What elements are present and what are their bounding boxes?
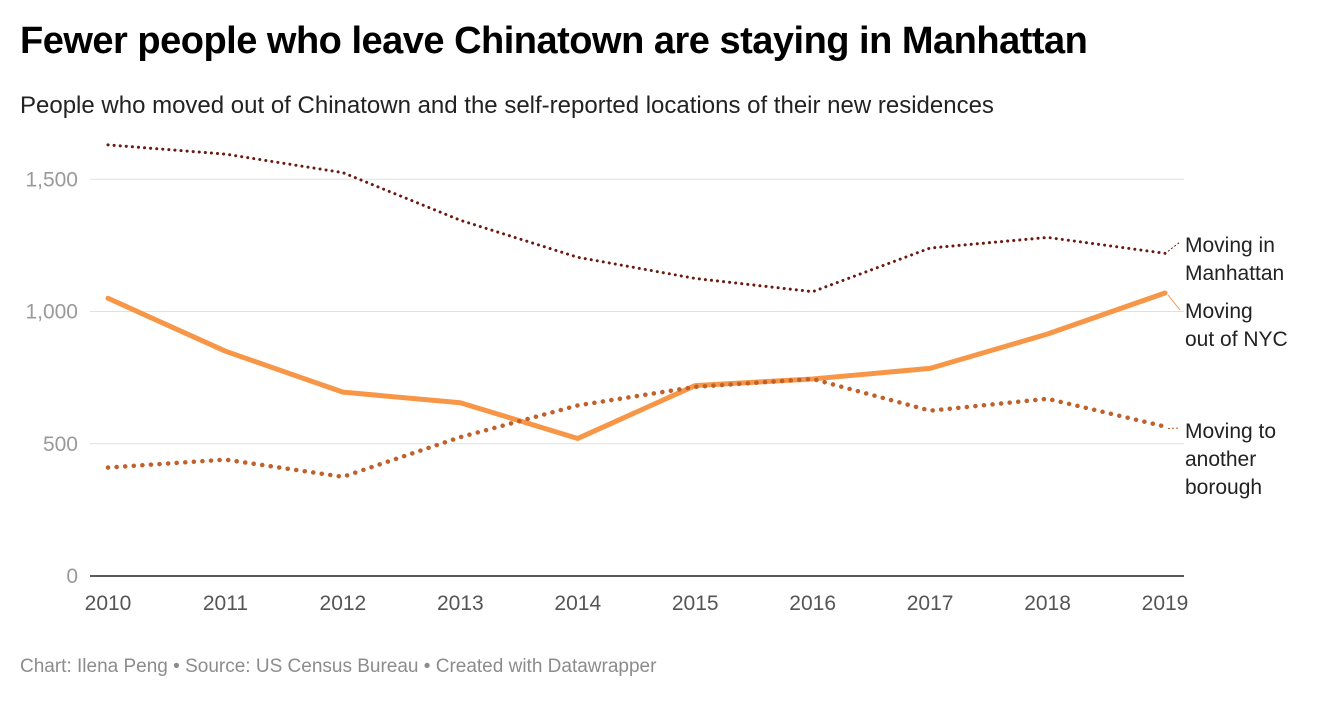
series-direct-labels: Moving in Manhattan Moving out of NYC Moving… — [1167, 234, 1288, 499]
label-connector — [1167, 241, 1181, 252]
series-label-moving-to-another-borough: borough — [1185, 476, 1262, 499]
y-tick-label: 1,000 — [25, 301, 78, 324]
chart-credit: Chart: Ilena Peng — [20, 656, 168, 677]
label-connector — [1167, 294, 1181, 311]
series-label-moving-out-of-nyc: Moving — [1185, 300, 1253, 323]
y-tick-label: 0 — [66, 565, 78, 588]
series-label-moving-to-another-borough: another — [1185, 448, 1256, 471]
x-tick-label: 2010 — [85, 592, 132, 615]
series-line-moving-in-manhattan — [106, 143, 1167, 294]
y-axis-tick-labels: 0 500 1,000 1,500 — [25, 168, 78, 588]
x-tick-label: 2017 — [907, 592, 954, 615]
x-tick-label: 2011 — [203, 592, 248, 615]
series-label-moving-out-of-nyc: out of NYC — [1185, 328, 1288, 351]
series-label-moving-in-manhattan: Moving in — [1185, 234, 1275, 257]
x-tick-label: 2014 — [554, 592, 601, 615]
series-label-moving-to-another-borough: Moving to — [1185, 420, 1276, 443]
x-axis-tick-labels: 2010 2011 2012 2013 2014 2015 2016 2017 2018 2019 — [85, 592, 1189, 615]
x-tick-label: 2019 — [1142, 592, 1189, 615]
series-lines — [105, 143, 1168, 480]
x-tick-label: 2018 — [1024, 592, 1071, 615]
series-line-moving-to-another-borough — [105, 376, 1168, 480]
x-tick-label: 2015 — [672, 592, 719, 615]
x-tick-label: 2012 — [320, 592, 367, 615]
gridlines — [90, 178, 1184, 445]
series-line-moving-out-of-nyc — [105, 290, 1168, 441]
footer-separator: • — [423, 656, 431, 677]
chart-footer: Chart: Ilena Peng • Source: US Census Bu… — [20, 656, 656, 678]
chart-source: Source: US Census Bureau — [185, 656, 419, 677]
footer-separator: • — [173, 656, 180, 677]
series-label-moving-in-manhattan: Manhattan — [1185, 262, 1284, 285]
created-with: Created with Datawrapper — [435, 656, 657, 677]
label-connector — [1167, 427, 1181, 430]
y-tick-label: 500 — [43, 433, 78, 456]
chart-title: Fewer people who leave Chinatown are sta… — [20, 20, 1088, 62]
y-tick-label: 1,500 — [25, 168, 78, 191]
x-tick-label: 2013 — [437, 592, 484, 615]
chart-subtitle: People who moved out of Chinatown and th… — [20, 92, 994, 119]
x-tick-label: 2016 — [789, 592, 836, 615]
